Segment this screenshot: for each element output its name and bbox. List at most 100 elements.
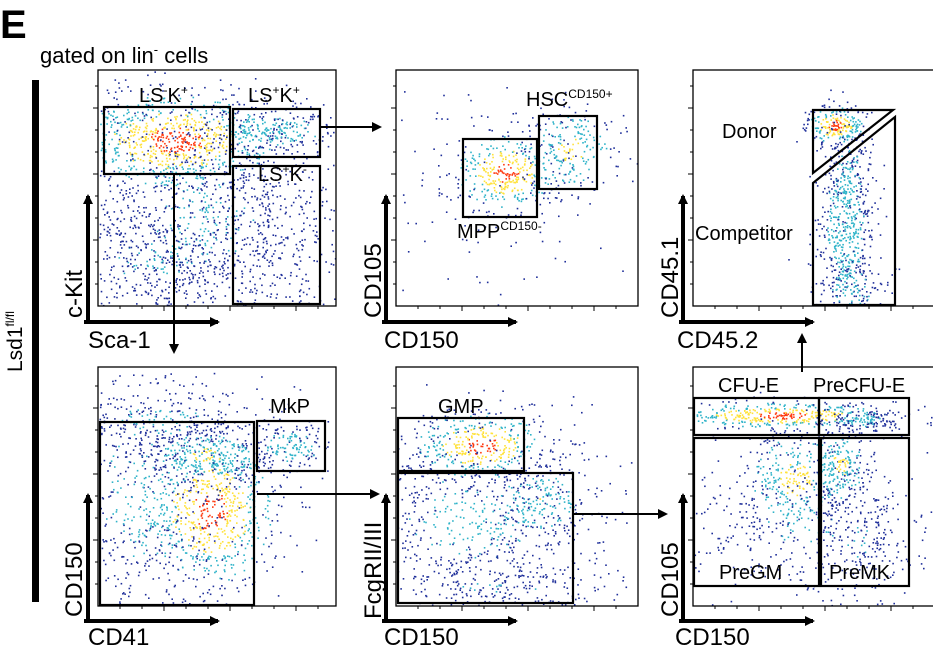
event-dot: [835, 257, 837, 260]
event-dot: [236, 259, 239, 262]
event-dot: [326, 131, 329, 134]
event-dot: [234, 232, 237, 235]
event-dot: [221, 116, 224, 118]
event-dot: [563, 173, 566, 176]
event-dot: [170, 208, 173, 210]
event-dot: [191, 212, 194, 214]
event-dot: [147, 243, 149, 245]
event-dot: [278, 242, 280, 245]
event-dot: [552, 123, 555, 125]
event-dot: [547, 197, 549, 200]
event-dot: [517, 189, 519, 192]
event-dot: [533, 180, 536, 183]
event-dot: [156, 284, 158, 286]
event-dot: [845, 193, 847, 195]
event-dot: [479, 164, 481, 166]
event-dot: [210, 198, 212, 201]
event-dot: [164, 187, 166, 189]
event-dot: [270, 542, 273, 545]
event-dot: [186, 293, 188, 295]
event-dot: [275, 122, 278, 125]
event-dot: [137, 131, 139, 134]
event-dot: [209, 593, 212, 596]
event-dot: [830, 145, 833, 147]
event-dot: [217, 229, 219, 231]
event-dot: [185, 290, 187, 292]
event-dot: [203, 185, 206, 187]
event-dot: [195, 481, 198, 483]
event-dot: [194, 144, 196, 146]
event-dot: [227, 111, 230, 114]
event-dot: [852, 291, 855, 293]
event-dot: [105, 579, 107, 582]
event-dot: [466, 160, 468, 162]
event-dot: [831, 270, 833, 273]
event-dot: [179, 456, 181, 458]
event-dot: [157, 445, 159, 447]
event-dot: [216, 488, 219, 491]
event-dot: [103, 280, 106, 282]
event-dot: [186, 434, 189, 436]
event-dot: [829, 204, 832, 207]
event-dot: [159, 506, 162, 509]
event-dot: [233, 183, 235, 186]
event-dot: [859, 166, 861, 168]
event-dot: [154, 182, 157, 185]
event-dot: [151, 443, 153, 446]
event-dot: [332, 230, 334, 232]
event-dot: [327, 132, 329, 135]
event-dot: [857, 111, 860, 113]
event-dot: [860, 237, 863, 240]
event-dot: [536, 98, 539, 100]
event-dot: [237, 444, 239, 446]
event-dot: [213, 475, 215, 478]
event-dot: [216, 560, 218, 562]
event-dot: [841, 155, 843, 158]
event-dot: [217, 163, 220, 166]
event-dot: [189, 527, 191, 529]
event-dot: [262, 273, 264, 275]
event-dot: [184, 141, 187, 143]
event-dot: [136, 125, 138, 128]
event-dot: [840, 199, 842, 202]
event-dot: [569, 149, 571, 151]
event-dot: [301, 506, 304, 508]
event-dot: [149, 100, 151, 102]
event-dot: [272, 490, 274, 493]
event-dot: [867, 168, 870, 170]
event-dot: [489, 174, 492, 177]
event-dot: [847, 261, 850, 263]
event-dot: [835, 295, 837, 297]
event-dot: [117, 474, 120, 477]
event-dot: [860, 122, 863, 125]
event-dot: [301, 230, 303, 233]
event-dot: [821, 141, 823, 144]
event-dot: [306, 217, 308, 219]
event-dot: [530, 165, 532, 168]
event-dot: [268, 545, 270, 548]
event-dot: [154, 286, 156, 288]
event-dot: [869, 292, 872, 294]
event-dot: [332, 250, 335, 253]
event-dot: [849, 275, 851, 277]
event-dot: [840, 268, 842, 270]
event-dot: [819, 132, 821, 134]
event-dot: [206, 451, 208, 454]
event-dot: [149, 511, 151, 513]
event-dot: [192, 528, 195, 531]
event-dot: [511, 189, 514, 192]
event-dot: [837, 245, 840, 247]
event-dot: [572, 164, 574, 166]
event-dot: [222, 144, 224, 147]
event-dot: [262, 205, 264, 208]
event-dot: [195, 458, 198, 461]
event-dot: [209, 533, 211, 536]
event-dot: [218, 458, 221, 460]
event-dot: [193, 569, 195, 571]
event-dot: [210, 551, 213, 553]
event-dot: [290, 271, 292, 274]
event-dot: [177, 483, 179, 485]
event-dot: [268, 203, 271, 205]
event-dot: [151, 519, 154, 521]
event-dot: [211, 469, 213, 471]
